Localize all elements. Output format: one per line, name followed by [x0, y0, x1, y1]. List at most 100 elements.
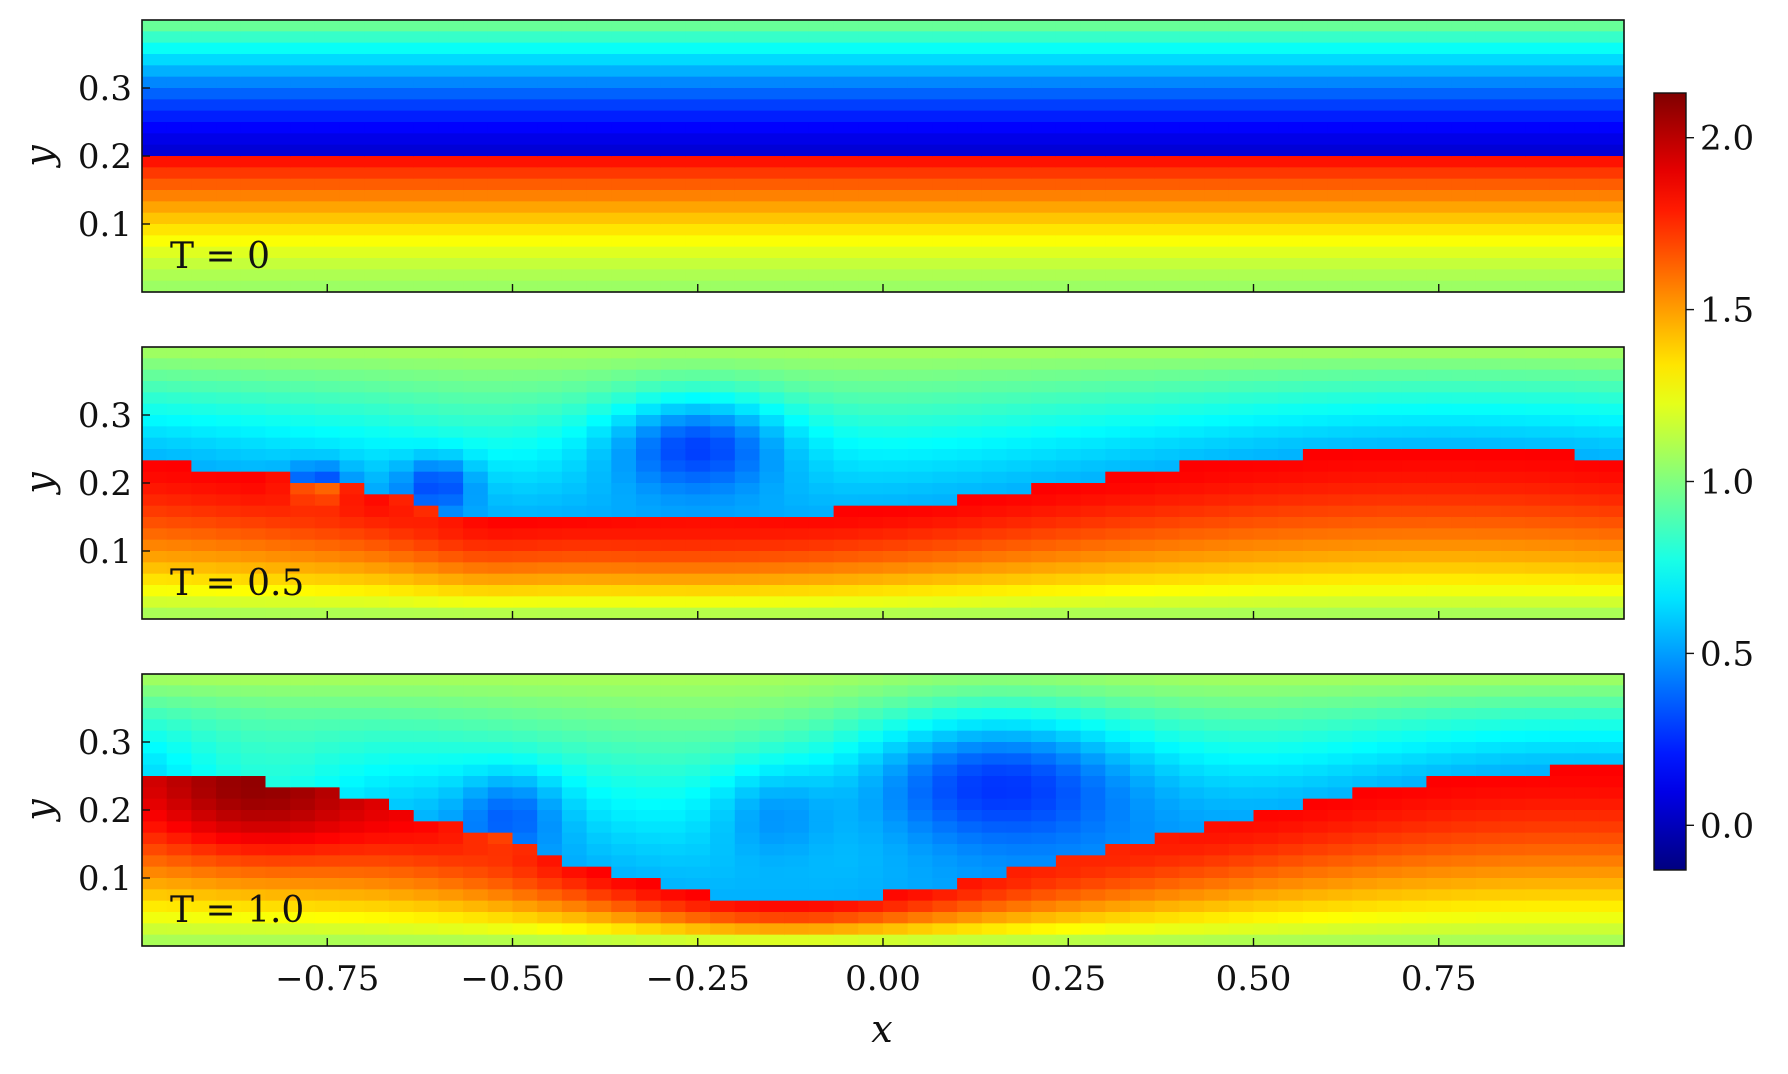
- heatmap-cell: [265, 358, 291, 371]
- heatmap-cell: [710, 674, 736, 686]
- heatmap-cell: [1055, 923, 1082, 936]
- heatmap-cell: [1377, 392, 1403, 405]
- heatmap-cell: [784, 866, 810, 879]
- heatmap-cell: [166, 76, 192, 89]
- heatmap-cell: [1080, 358, 1106, 371]
- heatmap-cell: [1574, 212, 1600, 225]
- heatmap-cell: [1179, 280, 1205, 293]
- heatmap-cell: [981, 585, 1008, 597]
- heatmap-cell: [685, 878, 711, 890]
- heatmap-cell: [1475, 122, 1502, 134]
- heatmap-cell: [1549, 65, 1576, 78]
- heatmap-cell: [1278, 810, 1304, 822]
- heatmap-cell: [1327, 539, 1353, 552]
- heatmap-cell: [1031, 696, 1057, 709]
- heatmap-cell: [1055, 133, 1082, 146]
- heatmap-cell: [1500, 54, 1526, 66]
- heatmap-cell: [389, 110, 415, 123]
- heatmap-cell: [1302, 224, 1329, 236]
- heatmap-cell: [216, 753, 242, 766]
- heatmap-cell: [561, 900, 588, 913]
- heatmap-cell: [364, 708, 390, 720]
- heatmap-cell: [611, 912, 637, 924]
- heatmap-cell: [1253, 912, 1279, 924]
- heatmap-cell: [1377, 934, 1403, 947]
- heatmap-cell: [166, 551, 192, 563]
- heatmap-cell: [784, 585, 810, 597]
- heatmap-cell: [907, 88, 933, 100]
- heatmap-cell: [1006, 42, 1032, 55]
- heatmap-cell: [314, 562, 341, 575]
- heatmap-cell: [1401, 190, 1427, 202]
- heatmap-cell: [1426, 855, 1452, 868]
- heatmap-cell: [265, 483, 291, 495]
- heatmap-cell: [191, 900, 217, 913]
- heatmap-cell: [537, 110, 563, 123]
- heatmap-cell: [487, 934, 514, 947]
- heatmap-cell: [981, 494, 1008, 507]
- heatmap-cell: [1278, 258, 1304, 270]
- heatmap-cell: [265, 934, 291, 947]
- heatmap-cell: [833, 76, 859, 89]
- heatmap-cell: [1352, 708, 1378, 720]
- heatmap-cell: [413, 280, 439, 293]
- heatmap-cell: [1130, 65, 1156, 78]
- heatmap-cell: [339, 708, 365, 720]
- heatmap-cell: [1377, 99, 1403, 112]
- heatmap-cell: [981, 844, 1008, 856]
- heatmap-cell: [142, 696, 168, 709]
- heatmap-cell: [1500, 528, 1526, 541]
- heatmap-cell: [1278, 494, 1304, 507]
- heatmap-cell: [1055, 517, 1082, 529]
- heatmap-cell: [1525, 596, 1551, 609]
- heatmap-cell: [611, 369, 637, 382]
- heatmap-cell: [685, 392, 711, 405]
- heatmap-cell: [1080, 934, 1106, 947]
- heatmap-cell: [216, 585, 242, 597]
- heatmap-cell: [1179, 246, 1205, 259]
- heatmap-cell: [166, 449, 192, 461]
- heatmap-cell: [1130, 437, 1156, 450]
- heatmap-cell: [1278, 20, 1304, 32]
- heatmap-cell: [1525, 855, 1551, 868]
- heatmap-cell: [759, 730, 785, 743]
- heatmap-cell: [734, 426, 761, 439]
- heatmap-cell: [1278, 280, 1304, 293]
- heatmap-cell: [660, 280, 686, 293]
- heatmap-cell: [611, 415, 637, 427]
- heatmap-cell: [1327, 821, 1353, 834]
- heatmap-cell: [537, 415, 563, 427]
- heatmap-cell: [1500, 923, 1526, 936]
- heatmap-cell: [512, 280, 538, 293]
- heatmap-cell: [1451, 358, 1477, 371]
- heatmap-cell: [339, 585, 365, 597]
- heatmap-cell: [759, 607, 785, 620]
- heatmap-cell: [265, 685, 291, 698]
- heatmap-cell: [981, 280, 1008, 293]
- heatmap-cell: [413, 258, 439, 270]
- heatmap-cell: [240, 844, 267, 856]
- heatmap-cell: [685, 358, 711, 371]
- heatmap-cell: [611, 190, 637, 202]
- heatmap-cell: [240, 900, 267, 913]
- heatmap-cell: [1401, 369, 1427, 382]
- heatmap-cell: [166, 347, 192, 359]
- heatmap-cell: [734, 539, 761, 552]
- heatmap-cell: [1080, 76, 1106, 89]
- heatmap-cell: [1426, 776, 1452, 788]
- heatmap-cell: [512, 471, 538, 484]
- heatmap-cell: [1253, 426, 1279, 439]
- heatmap-cell: [586, 753, 612, 766]
- heatmap-cell: [1574, 607, 1600, 620]
- heatmap-cell: [1426, 494, 1452, 507]
- heatmap-cell: [216, 224, 242, 236]
- heatmap-cell: [1327, 122, 1353, 134]
- heatmap-cell: [710, 415, 736, 427]
- heatmap-cell: [611, 562, 637, 575]
- heatmap-cell: [1204, 403, 1230, 416]
- heatmap-cell: [1327, 573, 1353, 586]
- heatmap-cell: [586, 685, 612, 698]
- heatmap-cell: [265, 866, 291, 879]
- heatmap-cell: [1302, 798, 1329, 811]
- heatmap-cell: [1377, 381, 1403, 393]
